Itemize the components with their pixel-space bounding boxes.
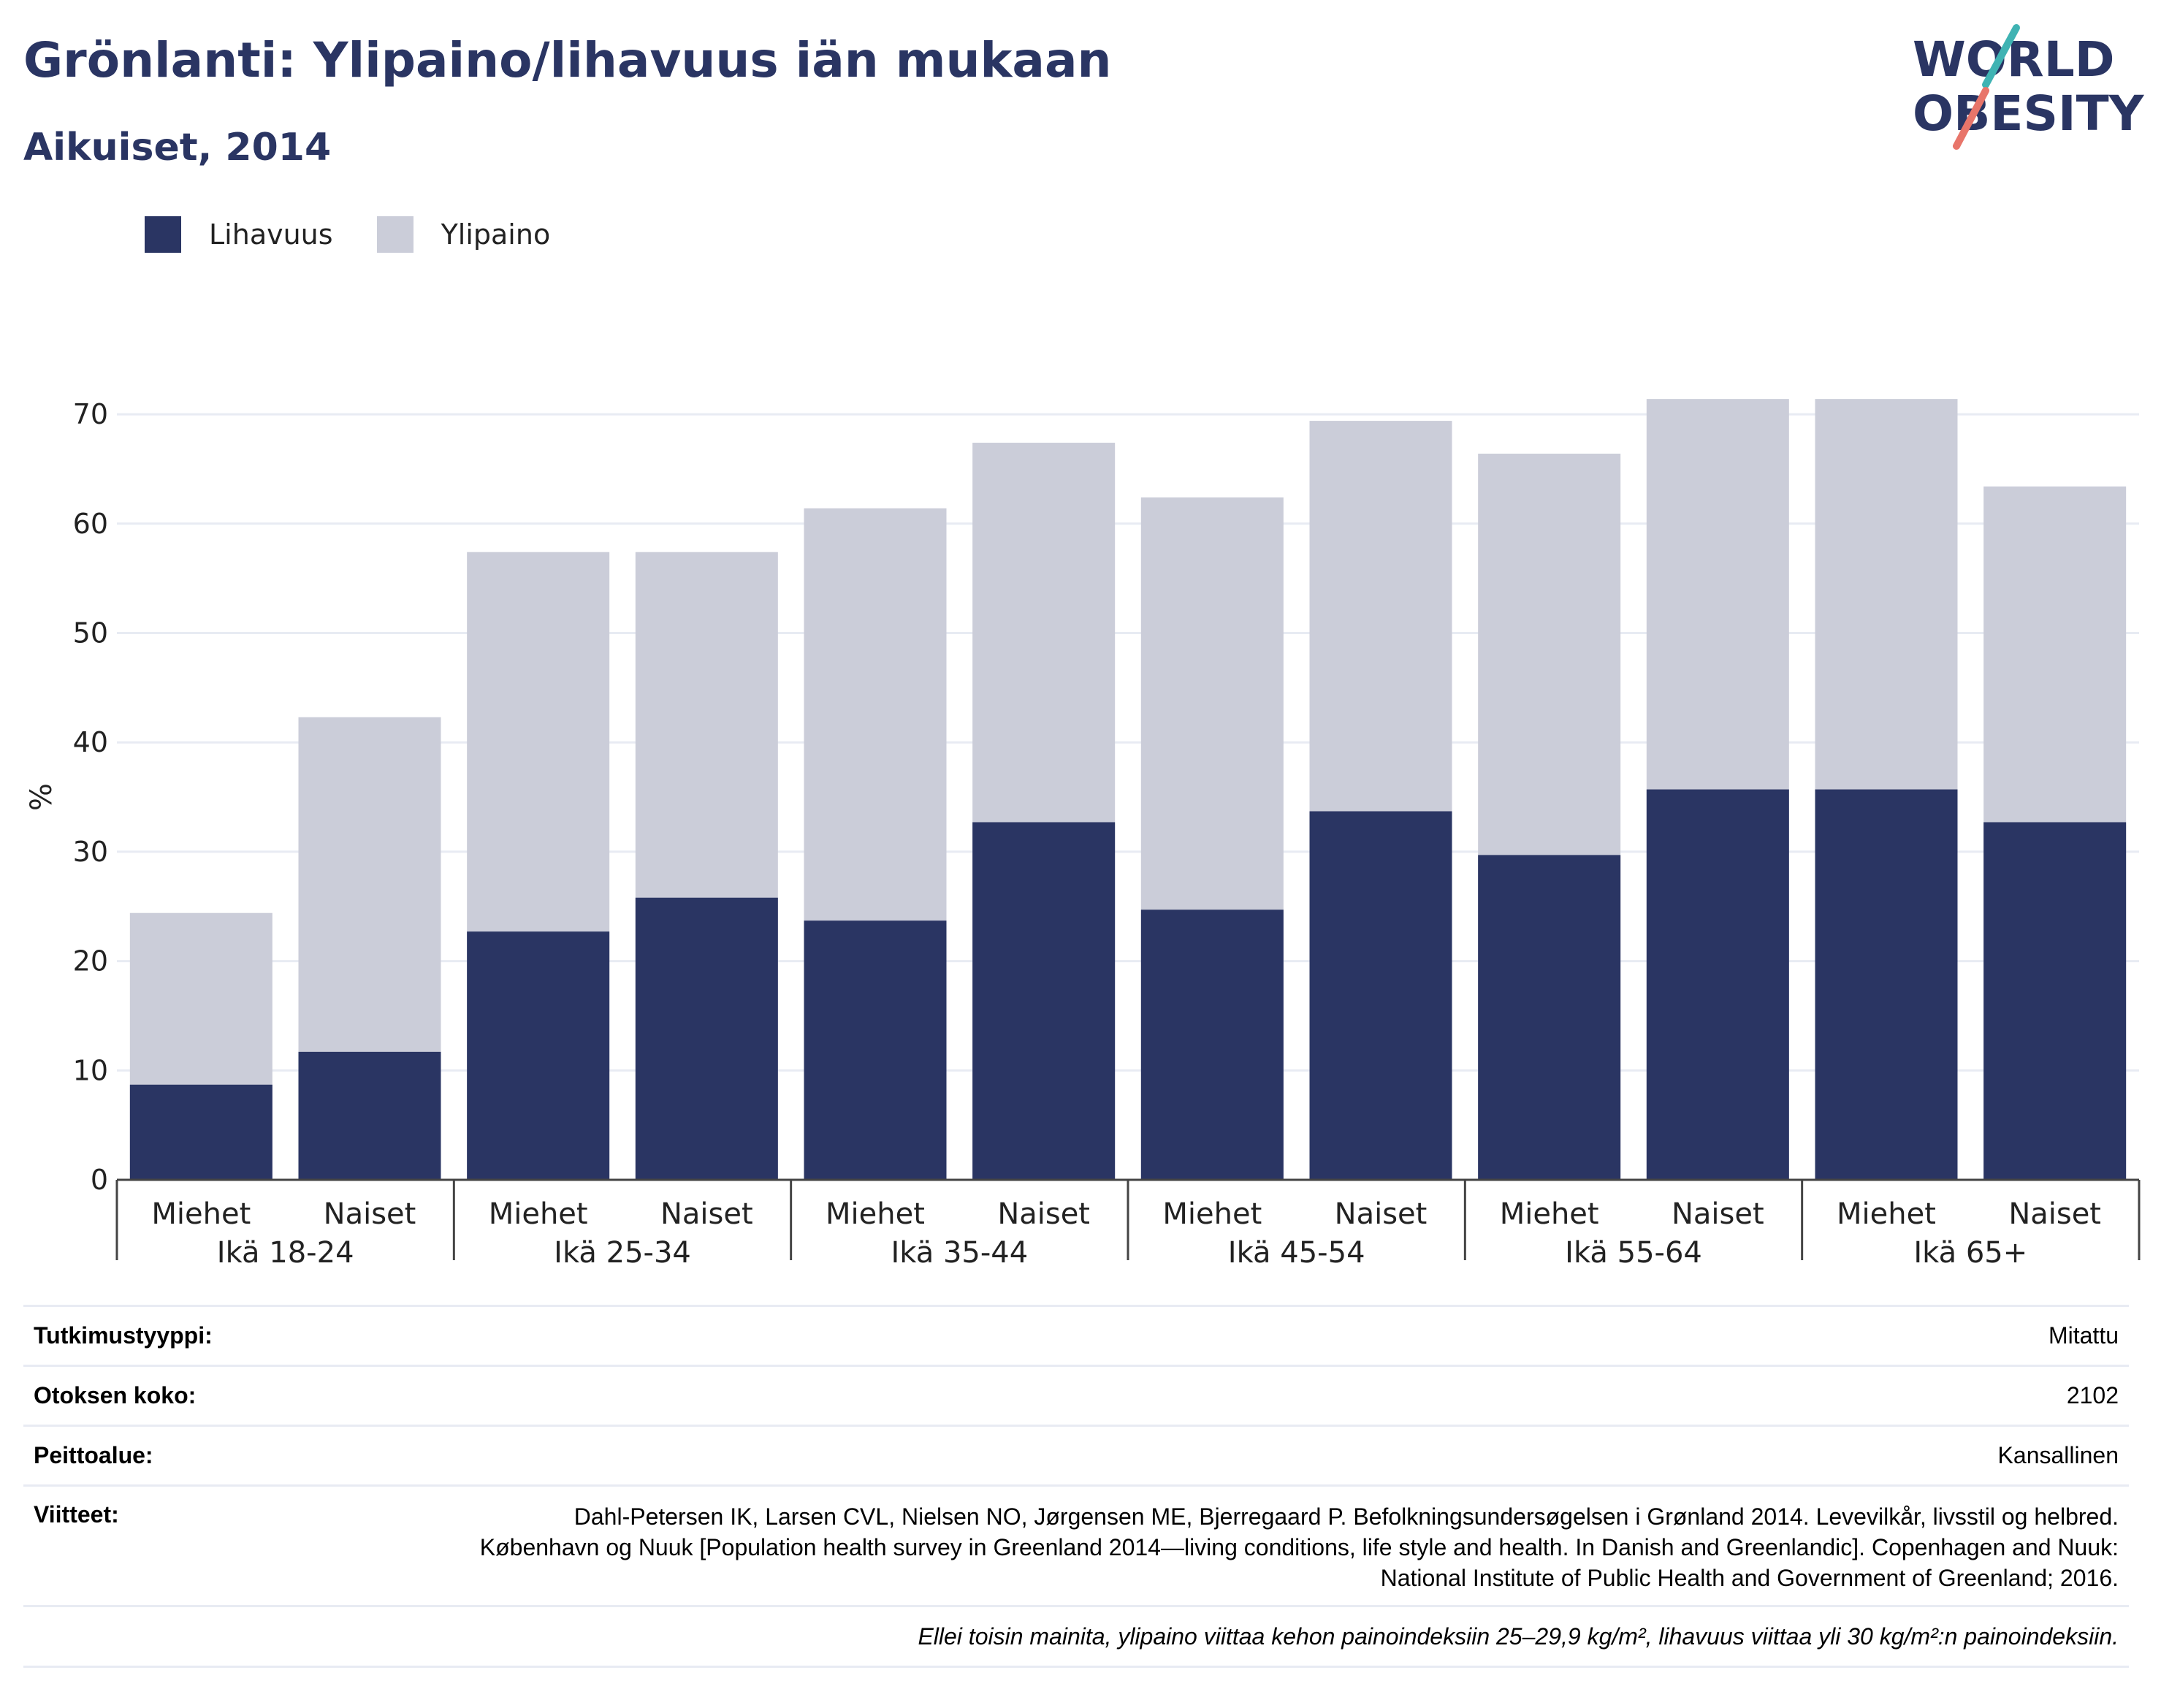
logo-slash-teal: [1982, 24, 2020, 88]
definition-note: Ellei toisin mainita, ylipaino viittaa k…: [23, 1605, 2129, 1668]
x-tick-label-group-2-naiset: Naiset: [997, 1197, 1090, 1231]
y-axis-label: %: [25, 783, 58, 811]
info-row-sample-size: Otoksen koko: 2102: [23, 1365, 2129, 1425]
y-tick-label-30: 30: [73, 836, 108, 868]
y-tick-label-50: 50: [73, 617, 108, 649]
chart-subtitle: Aikuiset, 2014: [23, 126, 332, 169]
y-tick-label-20: 20: [73, 945, 108, 977]
bar-chart: 0 10 20 30 40 50 60 70% Miehet Naiset Ikä 18-24 Mie…: [25, 398, 2141, 1270]
chart-title: Grönlanti: Ylipaino/lihavuus iän mukaan: [23, 32, 1112, 88]
bar-lihavuus-group-0-naiset: [298, 1051, 441, 1180]
group-label-3: Ikä 45-54: [1228, 1236, 1365, 1270]
legend-label-lihavuus: Lihavuus: [209, 218, 333, 251]
group-label-4: Ikä 55-64: [1565, 1236, 1702, 1270]
legend-swatch-lihavuus: [145, 216, 181, 253]
x-tick-label-group-0-miehet: Miehet: [151, 1197, 251, 1231]
bar-lihavuus-group-1-miehet: [467, 931, 610, 1180]
bar-lihavuus-group-5-naiset: [1983, 822, 2127, 1180]
x-tick-label-group-0-naiset: Naiset: [324, 1197, 416, 1231]
world-obesity-logo: WORLD OBESITY: [1913, 24, 2145, 150]
coverage-label: Peittoalue:: [34, 1442, 153, 1468]
study-type-value: Mitattu: [2048, 1322, 2119, 1349]
x-tick-label-group-4-naiset: Naiset: [1672, 1197, 1764, 1231]
legend-label-ylipaino: Ylipaino: [441, 218, 551, 251]
legend-swatch-ylipaino: [376, 216, 413, 253]
definition-note-text: Ellei toisin mainita, ylipaino viittaa k…: [918, 1623, 2119, 1650]
bar-lihavuus-group-5-miehet: [1815, 789, 1958, 1180]
axis-labels: 0 10 20 30 40 50 60 70% Miehet Naiset Ikä 18-24 Mie…: [25, 398, 2101, 1270]
info-table: Tutkimustyyppi: Mitattu Otoksen koko: 21…: [23, 1305, 2129, 1668]
info-row-study-type: Tutkimustyyppi: Mitattu: [23, 1305, 2129, 1365]
x-tick-label-group-5-miehet: Miehet: [1837, 1197, 1936, 1231]
legend: Lihavuus Ylipaino: [145, 216, 594, 253]
info-row-references: Viitteet: Dahl-Petersen IK, Larsen CVL, …: [23, 1484, 2129, 1605]
x-tick-label-group-3-miehet: Miehet: [1162, 1197, 1262, 1231]
bar-lihavuus-group-2-miehet: [804, 920, 947, 1180]
logo-text-obesity: OBESITY: [1913, 85, 2145, 142]
y-tick-label-40: 40: [73, 726, 108, 758]
references-label: Viitteet:: [34, 1501, 119, 1528]
legend-item-lihavuus[interactable]: Lihavuus: [145, 216, 333, 253]
group-label-1: Ikä 25-34: [554, 1236, 691, 1270]
bar-lihavuus-group-1-naiset: [635, 897, 778, 1180]
group-label-0: Ikä 18-24: [217, 1236, 354, 1270]
bar-lihavuus-group-4-miehet: [1478, 855, 1621, 1180]
bar-lihavuus-group-3-miehet: [1140, 910, 1284, 1180]
bar-lihavuus-group-4-naiset: [1646, 789, 1789, 1180]
group-label-2: Ikä 35-44: [891, 1236, 1028, 1270]
logo-slash-coral: [1953, 87, 1989, 150]
axes: [115, 1178, 2141, 1260]
coverage-value: Kansallinen: [1997, 1442, 2119, 1468]
y-tick-label-10: 10: [73, 1054, 108, 1086]
references-value: Dahl-Petersen IK, Larsen CVL, Nielsen NO…: [479, 1503, 2119, 1591]
sample-size-label: Otoksen koko:: [34, 1382, 197, 1408]
y-tick-label-0: 0: [91, 1164, 108, 1196]
x-tick-label-group-2-miehet: Miehet: [826, 1197, 925, 1231]
x-tick-label-group-1-miehet: Miehet: [489, 1197, 588, 1231]
bar-lihavuus-group-3-naiset: [1309, 811, 1452, 1180]
sample-size-value: 2102: [2066, 1382, 2119, 1408]
x-tick-label-group-4-miehet: Miehet: [1500, 1197, 1599, 1231]
x-tick-label-group-3-naiset: Naiset: [1335, 1197, 1428, 1231]
legend-item-ylipaino[interactable]: Ylipaino: [376, 216, 551, 253]
study-type-label: Tutkimustyyppi:: [34, 1322, 213, 1349]
logo-text-world: WORLD: [1913, 31, 2115, 88]
info-row-coverage: Peittoalue: Kansallinen: [23, 1425, 2129, 1484]
group-label-5: Ikä 65+: [1913, 1236, 2027, 1270]
bar-lihavuus-group-2-naiset: [972, 822, 1116, 1180]
y-tick-label-60: 60: [73, 508, 108, 540]
bar-lihavuus-group-0-miehet: [129, 1084, 272, 1180]
bars: [129, 399, 2127, 1180]
y-tick-label-70: 70: [73, 398, 108, 430]
gridlines: [117, 413, 2139, 1072]
x-tick-label-group-1-naiset: Naiset: [660, 1197, 753, 1231]
x-tick-label-group-5-naiset: Naiset: [2008, 1197, 2101, 1231]
